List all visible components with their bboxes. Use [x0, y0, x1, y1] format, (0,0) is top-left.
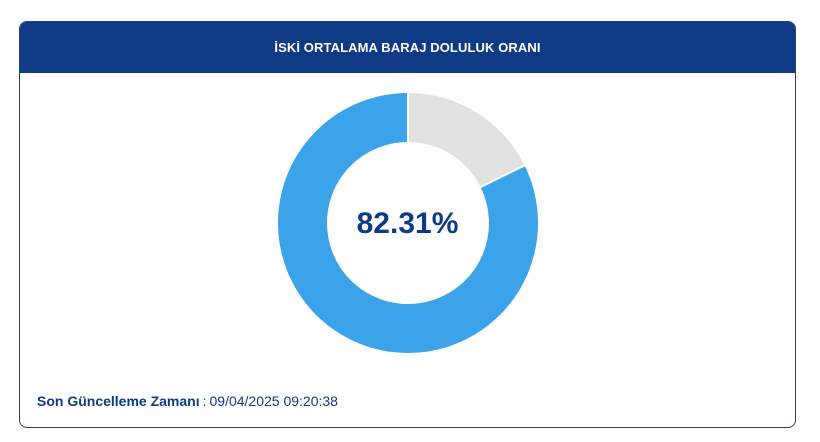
dam-fill-card: İSKİ ORTALAMA BARAJ DOLULUK ORANI 82.31%… [19, 21, 796, 428]
last-update-separator: : [202, 393, 207, 409]
center-percentage-label: 82.31% [356, 207, 459, 240]
donut-chart: 82.31% [20, 73, 795, 373]
donut-chart-svg [276, 90, 540, 355]
card-title: İSKİ ORTALAMA BARAJ DOLULUK ORANI [274, 40, 541, 55]
donut-slice-filled[interactable] [276, 90, 540, 355]
last-update-label: Son Güncelleme Zamanı [37, 393, 200, 409]
last-update-timestamp: 09/04/2025 09:20:38 [209, 393, 338, 409]
card-header: İSKİ ORTALAMA BARAJ DOLULUK ORANI [20, 22, 795, 73]
last-update-row: Son Güncelleme Zamanı:09/04/2025 09:20:3… [37, 393, 338, 409]
